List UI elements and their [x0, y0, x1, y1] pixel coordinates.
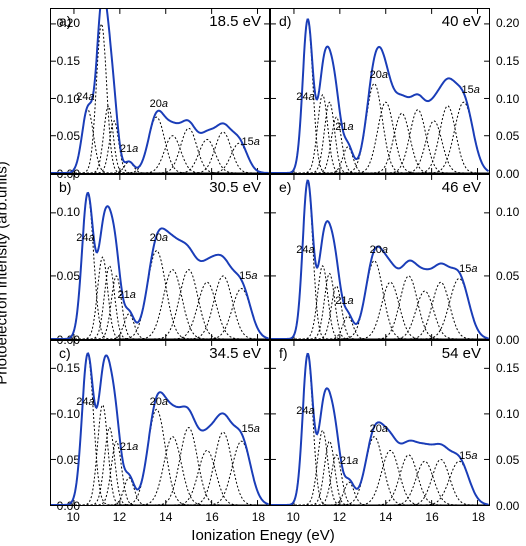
peak-label: 24a [296, 91, 314, 103]
panel-a: a) 18.5 eV 24a 21a 20a 15a [50, 8, 270, 174]
y-tick-label: 0.10 [496, 407, 519, 421]
y-tick-label: 0.05 [496, 453, 519, 467]
y-tick-label: 0.15 [496, 54, 519, 68]
peak-label: 20a [370, 423, 388, 435]
panel-grid: a) 18.5 eV 24a 21a 20a 15a d) 40 eV 24a 21a 20a 15a… [50, 8, 490, 506]
x-ticks: 10 12 14 16 18 10 12 14 16 18 [50, 508, 490, 528]
x-tick-label: 16 [425, 510, 438, 524]
panel-e: e) 46 eV 24a 21a 20a 15a [270, 174, 490, 340]
peak-label: 21a [120, 441, 138, 453]
x-tick-label: 12 [113, 510, 126, 524]
peak-label: 15a [241, 136, 259, 148]
x-tick-label: 18 [252, 510, 265, 524]
energy-label: 40 eV [442, 13, 481, 30]
y-tick-label: 0.10 [496, 92, 519, 106]
x-tick-label: 10 [66, 510, 79, 524]
peak-label: 20a [150, 232, 168, 244]
energy-label: 30.5 eV [209, 179, 261, 196]
peak-label: 24a [76, 396, 94, 408]
energy-label: 18.5 eV [209, 13, 261, 30]
peak-label: 15a [239, 270, 257, 282]
peak-label: 24a [76, 91, 94, 103]
peak-label: 21a [335, 121, 353, 133]
panel-letter: f) [279, 345, 288, 361]
panel-c: c) 34.5 eV 24a 21a 20a 15a [50, 340, 270, 506]
x-tick-label: 18 [472, 510, 485, 524]
x-tick-label: 16 [205, 510, 218, 524]
peak-label: 21a [120, 143, 138, 155]
energy-label: 54 eV [442, 345, 481, 362]
x-tick-label: 14 [379, 510, 392, 524]
y-tick-label: 0.20 [496, 16, 519, 30]
peak-label: 15a [241, 423, 259, 435]
y-tick-label: 0.10 [496, 205, 519, 219]
y-tick-label: 0.00 [496, 499, 519, 513]
peak-label: 20a [370, 69, 388, 81]
panel-letter: b) [59, 179, 71, 195]
y-tick-label: 0.05 [496, 269, 519, 283]
peak-label: 15a [461, 84, 479, 96]
panel-letter: d) [279, 13, 291, 29]
y-tick-label: 0.15 [496, 361, 519, 375]
peak-label: 21a [335, 295, 353, 307]
peak-label: 15a [459, 263, 477, 275]
panel-letter: a) [59, 13, 71, 29]
panel-f: f) 54 eV 24a 21a 20a 15a [270, 340, 490, 506]
peak-label: 24a [296, 405, 314, 417]
peak-label: 24a [76, 232, 94, 244]
panel-d: d) 40 eV 24a 21a 20a 15a [270, 8, 490, 174]
x-tick-label: 14 [159, 510, 172, 524]
y-tick-label: 0.00 [496, 167, 519, 181]
peak-label: 24a [296, 244, 314, 256]
figure: Photoelectron intensity (arb.units) Ioni… [0, 0, 526, 546]
peak-label: 20a [150, 396, 168, 408]
panel-b: b) 30.5 eV 24a 21a 20a 15a [50, 174, 270, 340]
peak-label: 21a [118, 289, 136, 301]
panel-letter: c) [59, 345, 71, 361]
y-tick-label: 0.00 [496, 333, 519, 347]
y-tick-label: 0.05 [496, 129, 519, 143]
x-tick-label: 12 [333, 510, 346, 524]
energy-label: 46 eV [442, 179, 481, 196]
peak-label: 21a [340, 455, 358, 467]
peak-label: 20a [150, 98, 168, 110]
peak-label: 15a [459, 450, 477, 462]
y-axis-label: Photoelectron intensity (arb.units) [0, 161, 11, 384]
x-axis-label: Ionization Enegy (eV) [191, 527, 334, 544]
x-tick-label: 10 [286, 510, 299, 524]
energy-label: 34.5 eV [209, 345, 261, 362]
y-ticks-right: 0.000.050.100.150.200.000.050.100.000.05… [492, 8, 526, 506]
panel-letter: e) [279, 179, 291, 195]
peak-label: 20a [370, 244, 388, 256]
